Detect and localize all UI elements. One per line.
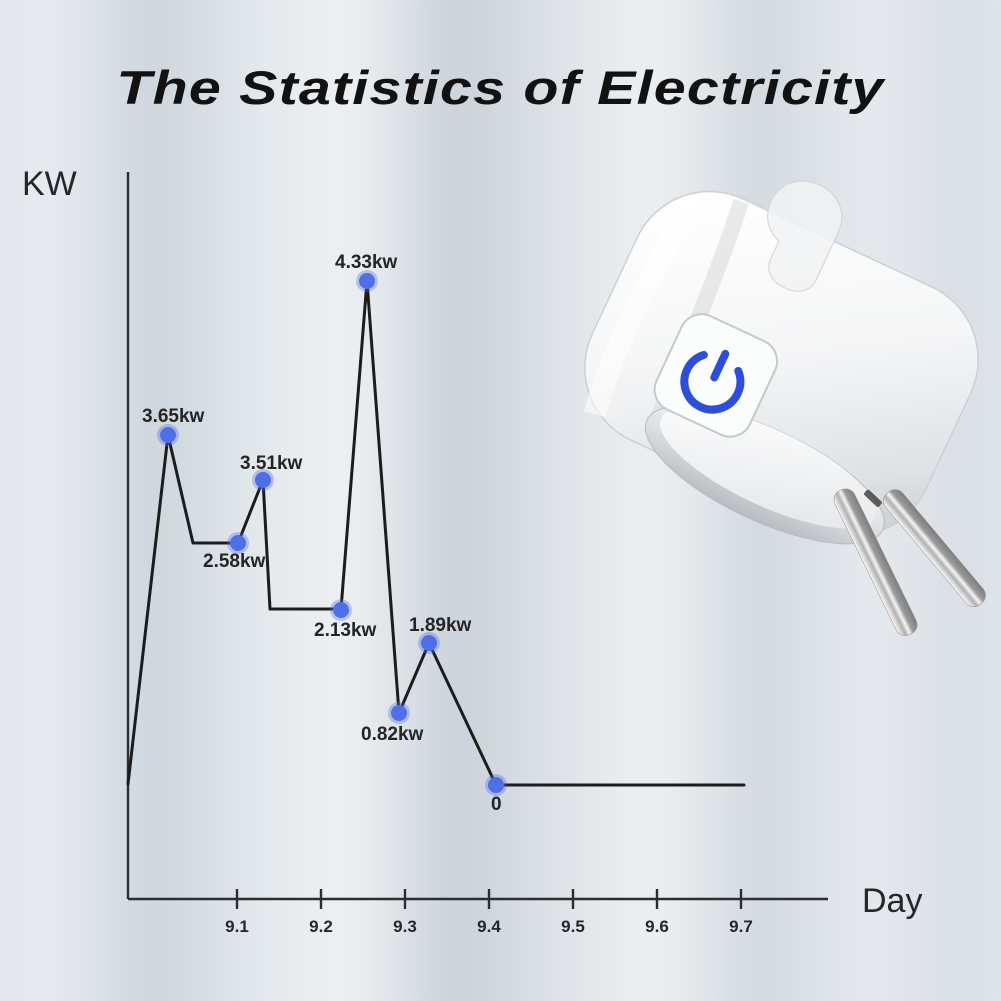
- svg-text:2.13kw: 2.13kw: [314, 620, 377, 641]
- svg-text:9.1: 9.1: [225, 917, 249, 936]
- svg-text:KW: KW: [22, 165, 77, 203]
- svg-text:0: 0: [491, 794, 502, 815]
- svg-text:9.6: 9.6: [645, 917, 669, 936]
- svg-text:0.82kw: 0.82kw: [361, 724, 424, 745]
- svg-text:9.4: 9.4: [477, 917, 501, 936]
- svg-text:9.3: 9.3: [393, 917, 417, 936]
- svg-text:9.5: 9.5: [561, 917, 585, 936]
- svg-text:Day: Day: [862, 882, 922, 920]
- svg-text:2.58kw: 2.58kw: [203, 551, 266, 572]
- svg-text:1.89kw: 1.89kw: [409, 615, 472, 636]
- svg-text:3.65kw: 3.65kw: [142, 406, 205, 427]
- svg-text:3.51kw: 3.51kw: [240, 453, 303, 474]
- svg-text:9.2: 9.2: [309, 917, 333, 936]
- svg-text:9.7: 9.7: [729, 917, 753, 936]
- svg-text:4.33kw: 4.33kw: [335, 252, 398, 273]
